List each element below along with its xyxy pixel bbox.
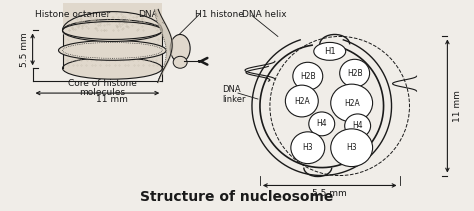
Text: H1: H1 [324, 47, 336, 56]
Ellipse shape [170, 34, 190, 62]
Ellipse shape [331, 129, 373, 167]
Text: H2A: H2A [344, 99, 360, 108]
Ellipse shape [331, 84, 373, 122]
Ellipse shape [340, 59, 370, 87]
Text: DNA: DNA [222, 85, 241, 94]
Ellipse shape [63, 12, 162, 49]
Text: DNA: DNA [138, 10, 158, 19]
FancyBboxPatch shape [63, 3, 162, 31]
Text: Core of histone: Core of histone [68, 79, 137, 88]
Text: H4: H4 [352, 121, 363, 130]
Text: 11 mm: 11 mm [453, 90, 462, 122]
Ellipse shape [285, 85, 318, 117]
Text: 5.5 mm: 5.5 mm [312, 189, 347, 198]
Ellipse shape [63, 57, 162, 79]
Ellipse shape [314, 42, 346, 60]
Ellipse shape [63, 20, 162, 41]
Text: Histone octamer: Histone octamer [35, 10, 110, 19]
Ellipse shape [291, 132, 325, 164]
Text: H3: H3 [346, 143, 357, 152]
Text: 11 mm: 11 mm [96, 95, 128, 104]
Text: H2B: H2B [347, 69, 363, 78]
Text: Structure of nucleosome: Structure of nucleosome [140, 190, 334, 204]
Ellipse shape [345, 114, 371, 138]
Text: H4: H4 [317, 119, 327, 128]
Text: H2A: H2A [294, 96, 310, 106]
Text: 5.5 mm: 5.5 mm [20, 32, 29, 67]
Text: linker: linker [222, 95, 246, 104]
FancyBboxPatch shape [63, 31, 162, 68]
Text: molecules: molecules [79, 88, 126, 97]
Ellipse shape [309, 112, 335, 136]
Text: H3: H3 [302, 143, 313, 152]
Ellipse shape [173, 56, 187, 68]
Text: H2B: H2B [300, 72, 316, 81]
Ellipse shape [293, 62, 323, 90]
Ellipse shape [58, 41, 166, 60]
Text: H1 histone: H1 histone [195, 10, 244, 19]
Text: DNA helix: DNA helix [242, 10, 287, 19]
